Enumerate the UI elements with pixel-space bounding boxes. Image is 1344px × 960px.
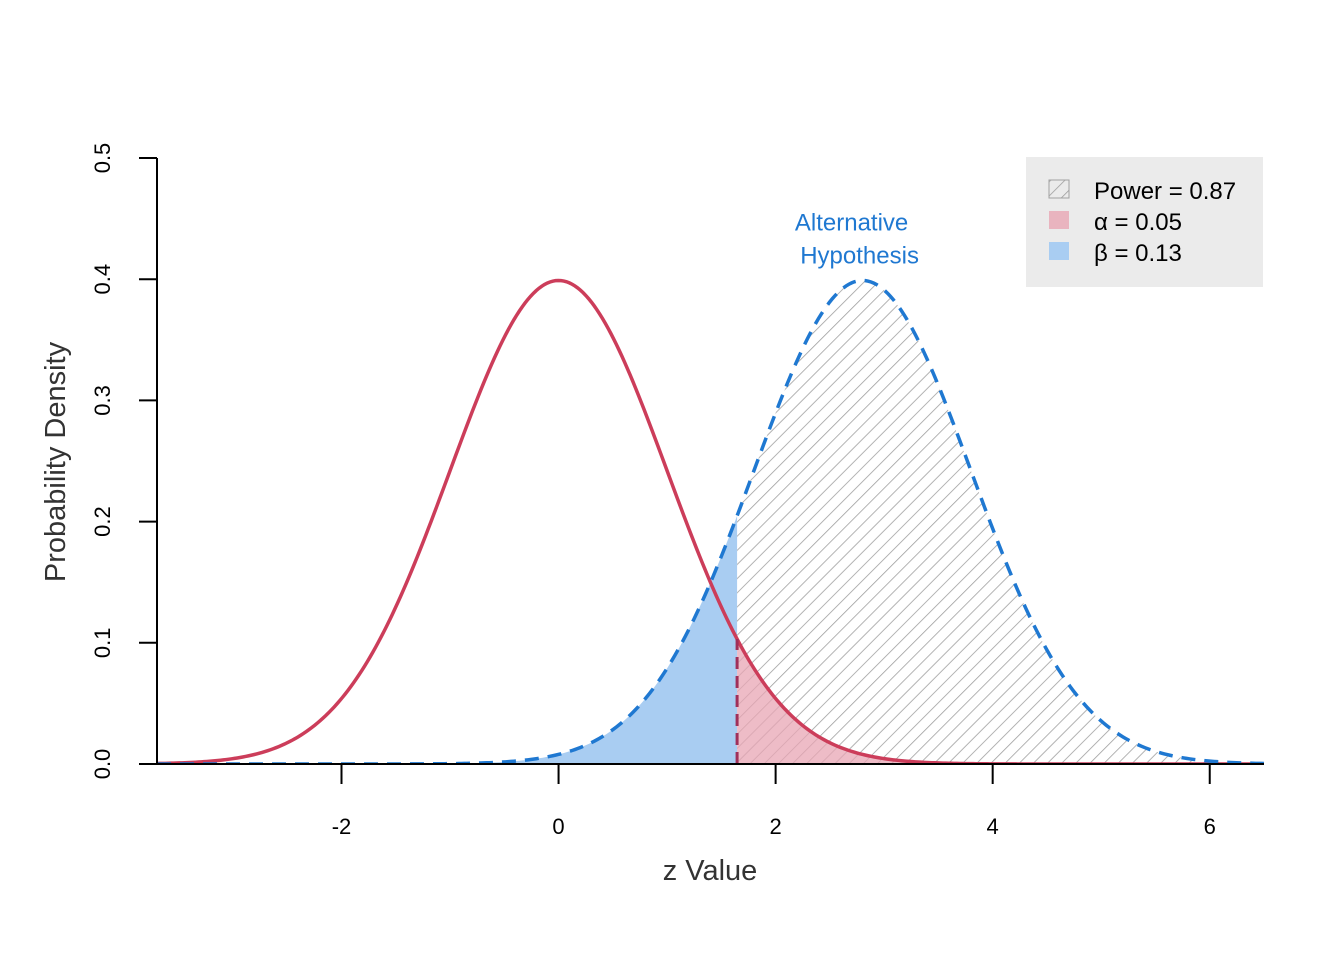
power-region [737, 280, 1264, 764]
y-tick-label: 0.3 [90, 385, 115, 416]
x-tick-label: 4 [987, 814, 999, 839]
annotations: Alternative Hypothesis [795, 210, 919, 270]
y-tick-label: 0.5 [90, 143, 115, 174]
legend-swatch-beta [1049, 242, 1069, 260]
y-axis-title: Probability Density [40, 341, 72, 582]
x-tick-label: 0 [552, 814, 564, 839]
legend-label-beta: β = 0.13 [1094, 240, 1182, 267]
alternative-hypothesis-annotation: Alternative Hypothesis [795, 210, 919, 270]
legend-swatch-power [1048, 179, 1070, 199]
x-tick-label: -2 [332, 814, 352, 839]
legend-label-alpha: α = 0.05 [1094, 209, 1182, 236]
y-tick-label: 0.4 [90, 264, 115, 295]
x-tick-label: 6 [1204, 814, 1216, 839]
y-tick-label: 0.0 [90, 749, 115, 780]
axes: -2 0 2 4 6 0.0 0.1 0.2 0.3 0.4 0.5 [90, 143, 1264, 839]
x-tick-label: 2 [769, 814, 781, 839]
beta-region [157, 515, 738, 764]
legend: Power = 0.87 α = 0.05 β = 0.13 [1026, 157, 1263, 287]
shaded-regions [157, 280, 1264, 764]
y-tick-label: 0.2 [90, 506, 115, 537]
legend-label-power: Power = 0.87 [1094, 178, 1236, 205]
legend-swatch-alpha [1049, 211, 1069, 229]
alpha-region [737, 639, 1264, 764]
x-axis-title: z Value [663, 855, 758, 887]
y-tick-label: 0.1 [90, 628, 115, 659]
